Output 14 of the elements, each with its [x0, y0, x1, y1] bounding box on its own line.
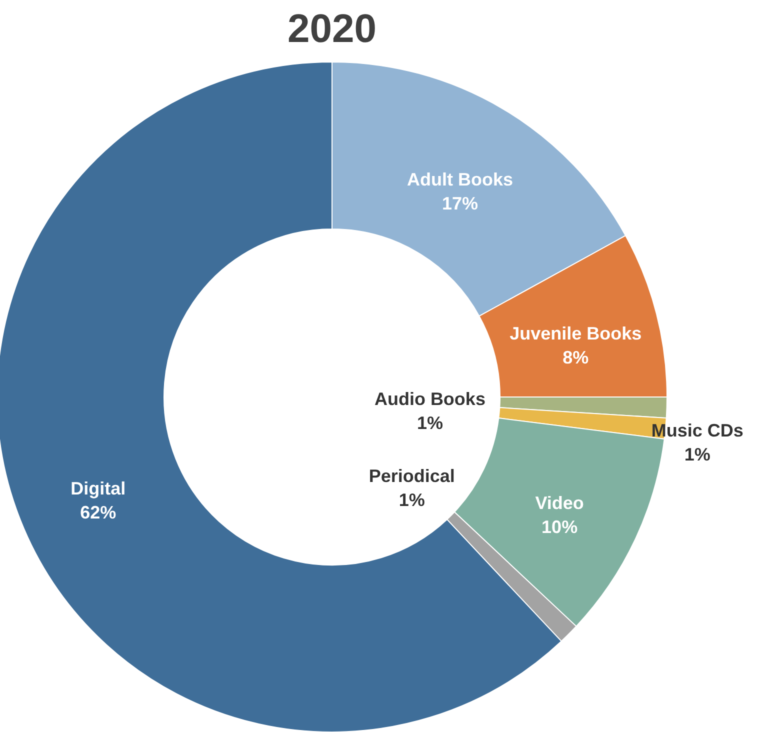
slice-label: Juvenile Books — [510, 323, 642, 344]
slice-label: Audio Books — [374, 389, 486, 410]
data-label: 10% — [542, 517, 578, 538]
data-label: 1% — [684, 444, 710, 465]
slice-label: Video — [535, 493, 584, 514]
data-label: 62% — [80, 502, 116, 523]
data-label: 1% — [416, 413, 443, 434]
slice-label: Adult Books — [407, 170, 514, 190]
slice-label: Digital — [70, 478, 126, 499]
data-label: 1% — [398, 490, 425, 510]
data-label: 8% — [562, 347, 589, 368]
chart-title: 2020 — [288, 7, 376, 51]
data-label: 17% — [442, 194, 478, 214]
slice-label: Periodical — [368, 466, 455, 486]
